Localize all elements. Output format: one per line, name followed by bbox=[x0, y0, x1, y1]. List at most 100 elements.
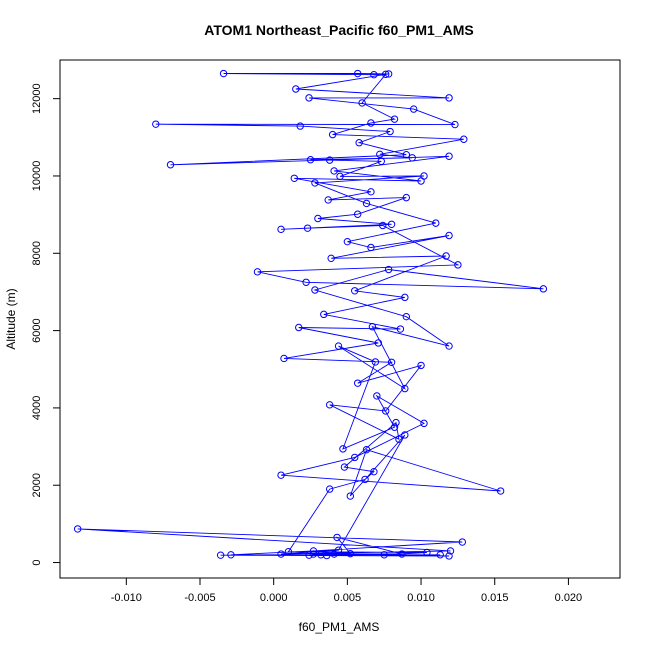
data-point bbox=[219, 69, 228, 78]
data-point bbox=[390, 423, 399, 431]
data-point bbox=[387, 220, 396, 228]
y-tick-label: 10000 bbox=[31, 161, 43, 192]
data-point bbox=[303, 224, 312, 232]
data-point bbox=[377, 157, 385, 165]
data-point bbox=[330, 167, 338, 175]
data-point bbox=[423, 548, 431, 557]
y-tick-label: 12000 bbox=[31, 83, 43, 114]
data-point bbox=[152, 120, 160, 128]
data-point bbox=[73, 525, 82, 533]
data-point bbox=[346, 492, 355, 500]
data-point bbox=[166, 161, 175, 169]
data-point bbox=[420, 172, 428, 180]
data-point bbox=[445, 552, 453, 560]
data-point bbox=[398, 550, 406, 558]
data-point bbox=[460, 135, 468, 143]
data-point bbox=[336, 172, 344, 181]
data-point bbox=[496, 487, 505, 495]
data-point bbox=[401, 293, 409, 302]
data-point bbox=[314, 214, 322, 223]
data-point bbox=[305, 551, 313, 559]
y-tick-label: 8000 bbox=[31, 241, 43, 265]
data-point bbox=[380, 551, 388, 559]
y-tick-label: 0 bbox=[31, 559, 43, 565]
y-axis: 0 2000 4000 6000 8000 10000 12000 bbox=[31, 83, 61, 566]
data-point bbox=[442, 252, 450, 260]
data-point bbox=[295, 323, 303, 332]
data-point bbox=[445, 152, 453, 160]
y-tick-label: 4000 bbox=[31, 396, 43, 420]
data-point bbox=[376, 150, 384, 159]
data-point bbox=[296, 122, 304, 130]
data-point bbox=[402, 151, 411, 159]
data-series bbox=[73, 69, 548, 560]
data-point bbox=[309, 550, 318, 558]
x-tick-label: 0.010 bbox=[407, 592, 435, 604]
data-point bbox=[384, 70, 393, 78]
data-point bbox=[371, 358, 380, 366]
data-point bbox=[311, 286, 319, 294]
data-point bbox=[384, 265, 393, 274]
data-point bbox=[436, 551, 444, 559]
data-point bbox=[451, 120, 459, 129]
data-point bbox=[353, 69, 362, 78]
data-point bbox=[325, 401, 334, 409]
data-point bbox=[420, 419, 428, 428]
y-tick-label: 6000 bbox=[31, 318, 43, 342]
data-point bbox=[379, 221, 387, 230]
chart-title: ATOM1 Northeast_Pacific f60_PM1_AMS bbox=[204, 22, 473, 38]
data-point bbox=[370, 70, 378, 79]
data-point bbox=[368, 323, 377, 331]
data-point bbox=[395, 435, 403, 443]
data-point bbox=[306, 156, 315, 164]
data-point bbox=[432, 219, 440, 227]
data-point bbox=[367, 188, 375, 196]
y-axis-label: Altitude (m) bbox=[4, 288, 18, 349]
data-point bbox=[409, 105, 418, 113]
data-point bbox=[402, 193, 411, 202]
data-point bbox=[302, 278, 310, 286]
data-point bbox=[358, 99, 366, 107]
data-point bbox=[367, 119, 375, 127]
data-point bbox=[353, 210, 362, 218]
series-line bbox=[77, 73, 544, 557]
data-point bbox=[340, 463, 349, 471]
data-point bbox=[277, 550, 285, 558]
data-point bbox=[339, 445, 347, 453]
data-point bbox=[353, 379, 362, 387]
data-point bbox=[351, 453, 359, 462]
data-point bbox=[445, 342, 453, 350]
y-tick-label: 2000 bbox=[31, 473, 43, 497]
data-point bbox=[324, 196, 332, 204]
data-point bbox=[253, 268, 262, 276]
data-point bbox=[362, 199, 371, 208]
data-point bbox=[323, 551, 331, 560]
data-point bbox=[334, 546, 343, 554]
x-tick-label: -0.005 bbox=[184, 592, 215, 604]
data-point bbox=[325, 485, 334, 493]
data-point bbox=[417, 361, 425, 370]
data-point bbox=[327, 254, 335, 263]
data-point bbox=[458, 538, 467, 546]
data-point bbox=[387, 358, 396, 366]
data-point bbox=[445, 231, 453, 240]
x-tick-label: 0.020 bbox=[555, 592, 583, 604]
data-point bbox=[333, 533, 341, 542]
data-point bbox=[305, 94, 313, 102]
data-point bbox=[309, 547, 318, 555]
data-point bbox=[402, 312, 411, 321]
data-point bbox=[334, 342, 343, 350]
data-point bbox=[401, 384, 409, 393]
data-point bbox=[362, 445, 371, 454]
data-point bbox=[284, 548, 293, 556]
x-axis-label: f60_PM1_AMS bbox=[299, 620, 380, 634]
data-point bbox=[370, 467, 378, 476]
data-point bbox=[311, 179, 319, 187]
data-point bbox=[408, 154, 416, 162]
data-point bbox=[216, 551, 225, 559]
data-point bbox=[290, 174, 299, 182]
x-tick-label: 0.000 bbox=[260, 592, 288, 604]
data-point bbox=[373, 392, 381, 400]
data-point bbox=[355, 139, 363, 147]
